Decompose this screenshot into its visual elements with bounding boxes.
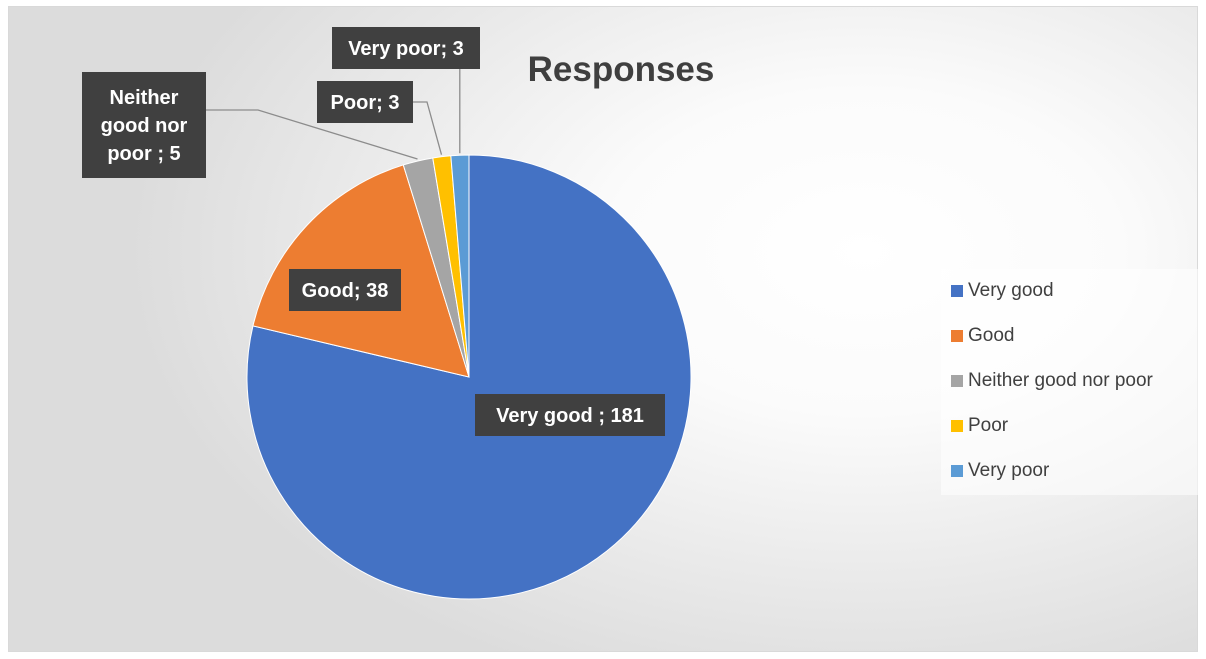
data-label-neither-good-nor-poor: Neither good nor poor ; 5 [82, 72, 206, 178]
data-label-text: Very poor; 3 [348, 38, 464, 60]
data-label-good: Good; 38 [289, 269, 401, 311]
legend-swatch [951, 285, 963, 297]
legend-label: Very poor [968, 460, 1050, 481]
legend-swatch [951, 375, 963, 387]
pie-slice-very-poor [450, 154, 470, 378]
data-label-text: Poor; 3 [331, 92, 400, 114]
legend-swatch [951, 420, 963, 432]
legend-label: Very good [968, 280, 1054, 301]
legend-label: Good [968, 325, 1015, 346]
chart-title: Responses [528, 50, 715, 89]
pie-slice-very-good [246, 154, 692, 600]
data-label-text: poor ; 5 [107, 143, 180, 165]
leader-line-neither-good-nor-poor [206, 109, 418, 160]
data-label-very-good: Very good ; 181 [475, 394, 665, 436]
data-label-box [332, 27, 480, 69]
data-label-box [289, 269, 401, 311]
legend: Very good Good Neither good nor poor Poor Ve… [941, 269, 1205, 495]
data-label-very-poor: Very poor; 3 [332, 27, 480, 69]
legend-label: Neither good nor poor [968, 370, 1153, 391]
chart-area: Very good ; 181 Good; 38 Neither good nor po… [8, 6, 1205, 652]
legend-swatch [951, 330, 963, 342]
legend-label: Poor [968, 415, 1009, 436]
legend-item-very-poor: Very poor [951, 459, 1049, 483]
data-labels: Very good ; 181 Good; 38 Neither good nor po… [82, 27, 665, 436]
data-label-box [475, 394, 665, 436]
legend-item-poor: Poor [951, 414, 1008, 438]
data-label-text: Very good ; 181 [496, 405, 644, 427]
data-label-box [82, 72, 206, 178]
data-label-text: Neither [110, 87, 179, 109]
data-label-text: good nor [101, 115, 188, 137]
pie-chart: Very good ; 181 Good; 38 Neither good nor po… [82, 27, 715, 600]
data-label-box [317, 81, 413, 123]
leader-line-poor [413, 101, 443, 155]
legend-item-good: Good [951, 324, 1014, 348]
legend-item-neither-good-nor-poor: Neither good nor poor [951, 369, 1153, 393]
pie-slices [246, 154, 692, 600]
leader-lines [206, 69, 461, 160]
legend-swatch [951, 465, 963, 477]
legend-item-very-good: Very good [951, 279, 1054, 303]
data-label-text: Good; 38 [302, 280, 389, 302]
data-label-poor: Poor; 3 [317, 81, 413, 123]
